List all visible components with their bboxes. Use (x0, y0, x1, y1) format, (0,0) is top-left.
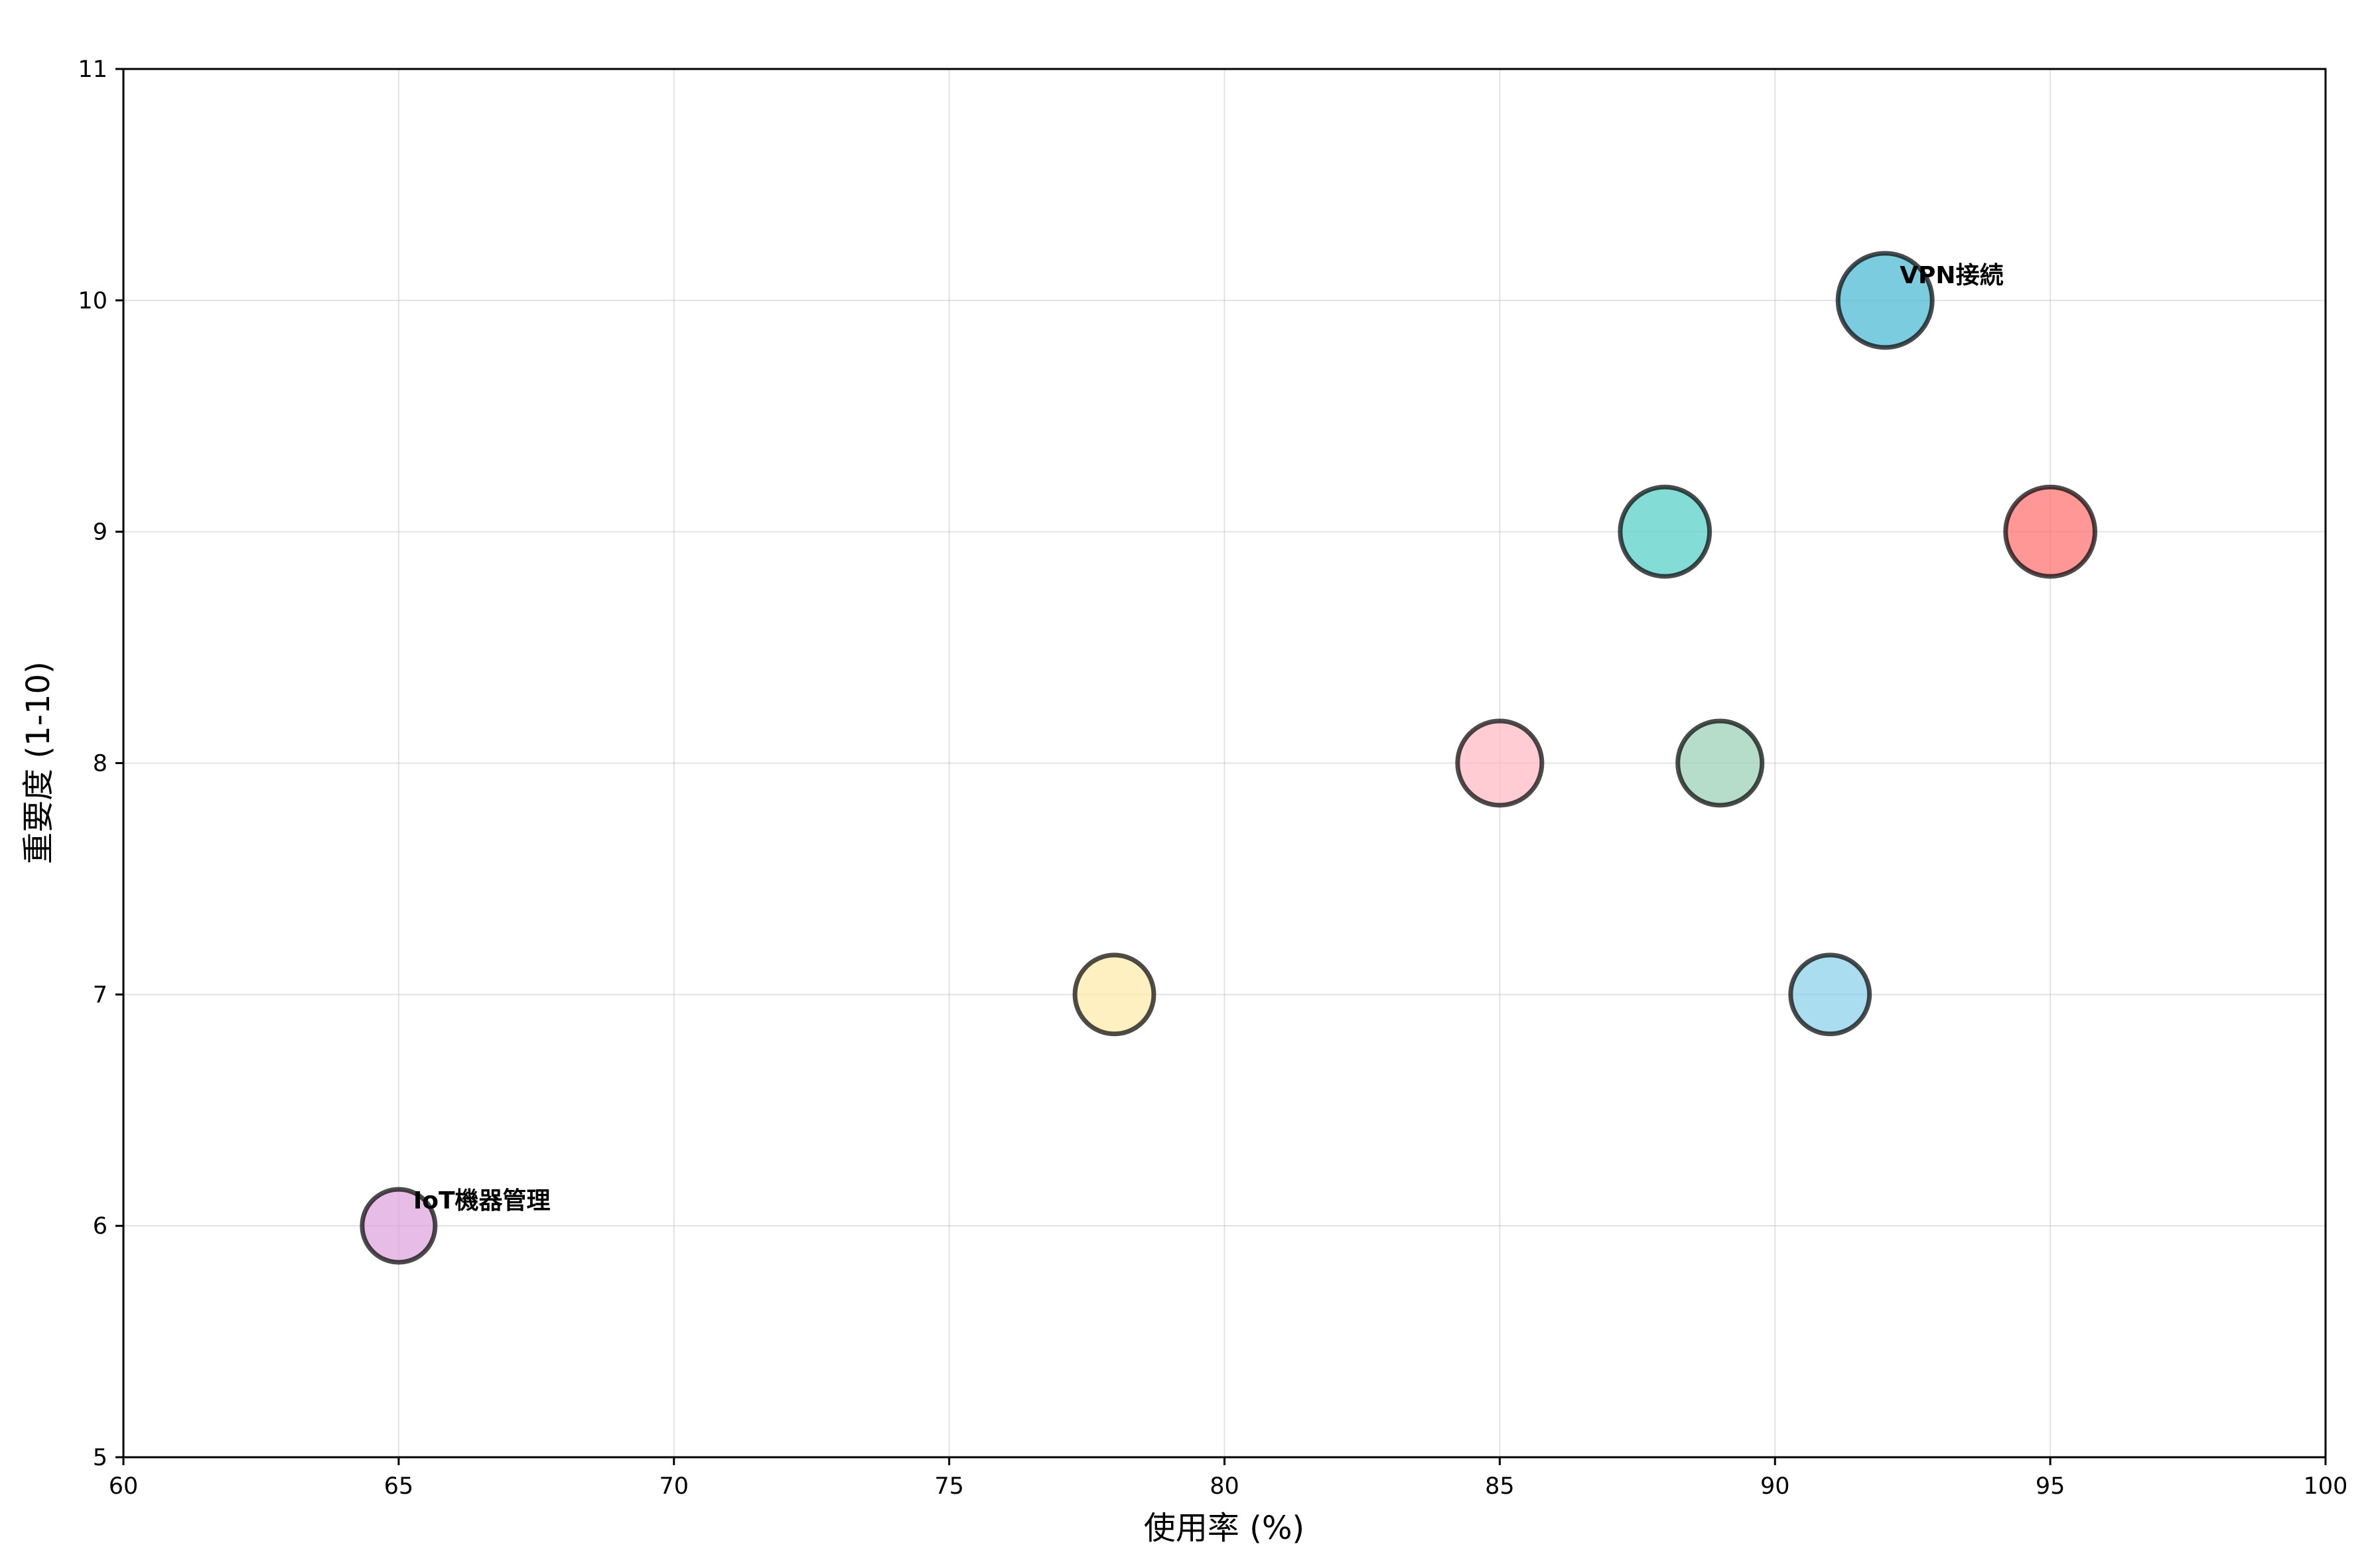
x-tick-label: 70 (659, 1473, 689, 1500)
x-tick-label: 90 (1760, 1473, 1790, 1500)
x-tick-label: 95 (2036, 1473, 2065, 1500)
y-tick-label: 11 (78, 56, 107, 83)
x-tick-label: 60 (109, 1473, 139, 1500)
bubble-point (360, 1187, 438, 1265)
bubble-point (1455, 718, 1545, 808)
bubble-point (2003, 484, 2097, 579)
y-tick-label: 9 (93, 519, 107, 546)
y-axis-label: 重要度 (1-10) (20, 661, 57, 864)
y-tick-label: 8 (93, 751, 107, 777)
x-axis-label: 使用率 (%) (1144, 1510, 1304, 1547)
x-tick-label: 75 (934, 1473, 964, 1500)
bubble-point (1072, 952, 1156, 1037)
point-labels: VPN接続 IoT機器管理 (413, 262, 2004, 1214)
bubble-point (1618, 484, 1712, 579)
y-tick-label: 7 (93, 982, 107, 1008)
bubble-series (360, 251, 2097, 1265)
x-tick-label: 100 (2304, 1473, 2348, 1500)
bubble-point (1835, 251, 1935, 350)
point-label: VPN接続 (1900, 262, 2003, 289)
x-axis-ticks: 60 65 70 75 80 85 90 95 100 (109, 1457, 2348, 1500)
bubble-point (1675, 718, 1765, 808)
x-tick-label: 65 (384, 1473, 414, 1500)
y-tick-label: 5 (93, 1445, 107, 1471)
x-tick-label: 85 (1485, 1473, 1515, 1500)
point-label: IoT機器管理 (413, 1187, 551, 1214)
y-tick-label: 10 (78, 288, 107, 314)
x-tick-label: 80 (1210, 1473, 1239, 1500)
y-tick-label: 6 (93, 1213, 107, 1240)
bubble-point (1788, 952, 1872, 1037)
y-axis-ticks: 5 6 7 8 9 10 11 (78, 56, 123, 1471)
